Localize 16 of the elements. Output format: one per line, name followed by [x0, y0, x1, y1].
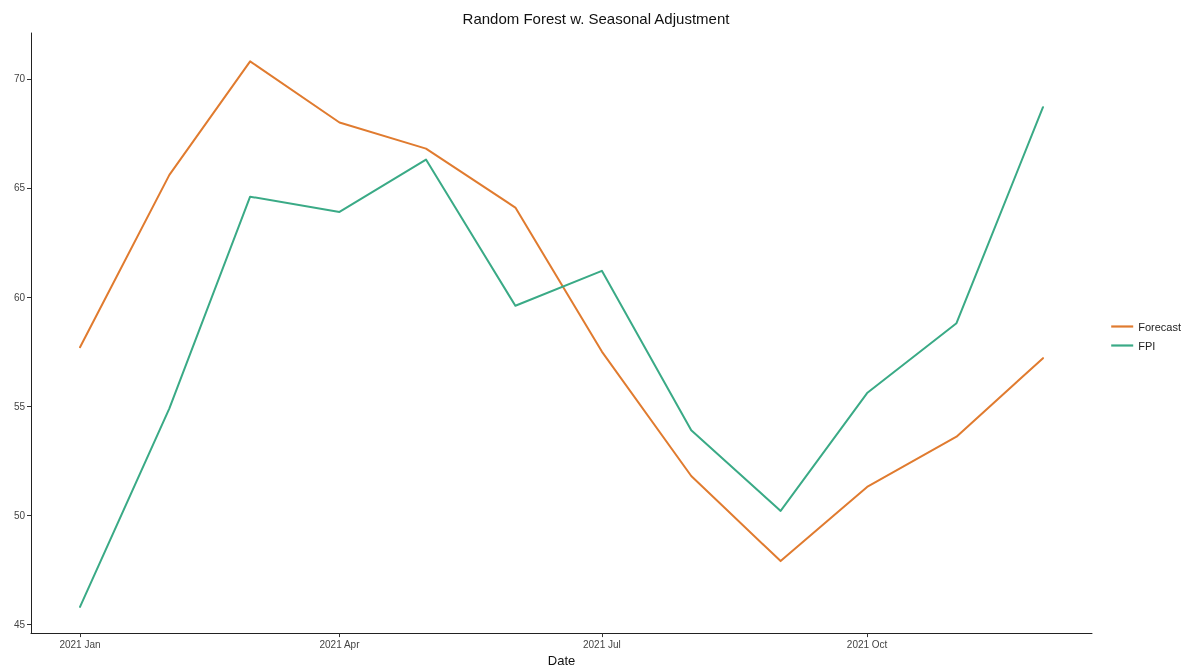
- line-series: [79, 106, 1044, 608]
- x-tick-label: 2021 Apr: [319, 638, 361, 650]
- x-tick-label: 2021 Jul: [582, 638, 621, 650]
- chart-title: Random Forest w. Seasonal Adjustment: [462, 10, 731, 27]
- legend-label: Forecast: [1138, 320, 1182, 333]
- line-series: [79, 60, 1044, 563]
- y-tick-label: 65: [13, 182, 26, 194]
- y-tick-label: 45: [13, 618, 26, 630]
- x-axis-title: Date: [547, 653, 576, 668]
- y-tick-label: 60: [13, 291, 26, 303]
- y-tick-label: 50: [13, 509, 26, 521]
- y-tick-label: 55: [13, 400, 26, 412]
- x-tick-label: 2021 Jan: [59, 638, 101, 650]
- x-tick-label: 2021 Oct: [846, 638, 888, 650]
- y-tick-label: 70: [13, 73, 26, 85]
- legend-label: FPI: [1138, 339, 1156, 352]
